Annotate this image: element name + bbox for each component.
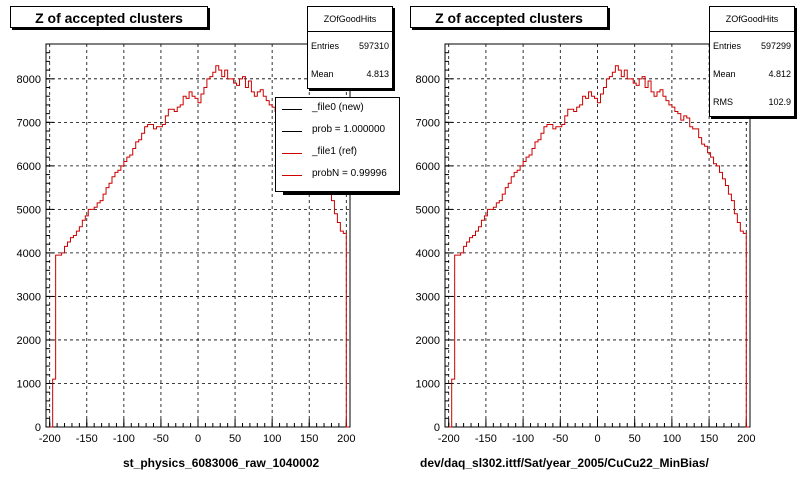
stats-row-entries: Entries 597299 — [710, 32, 794, 60]
x-tick-label: 50 — [629, 433, 641, 445]
x-axis-label: st_physics_6083006_raw_1040002 — [123, 456, 320, 470]
plot-title: Z of accepted clusters — [10, 6, 208, 28]
stats-label: Entries — [713, 41, 742, 51]
y-tick-label: 3000 — [17, 291, 41, 303]
legend-swatch — [282, 109, 302, 110]
stats-row-mean: Mean 4.813 — [308, 60, 392, 88]
x-tick-label: 200 — [337, 433, 355, 445]
stats-row-entries: Entries 597310 — [308, 32, 392, 60]
stats-row-mean: Mean 4.812 — [710, 60, 794, 88]
stats-value: 102.9 — [768, 97, 791, 107]
y-tick-label: 5000 — [416, 204, 440, 216]
legend-swatch — [282, 175, 302, 176]
y-tick-label: 5000 — [17, 204, 41, 216]
x-tick-label: 100 — [263, 433, 281, 445]
legend-label: probN = 0.99996 — [312, 168, 387, 179]
stats-label: Entries — [311, 41, 340, 51]
legend-label: _file1 (ref) — [312, 146, 358, 157]
stats-label: RMS — [713, 97, 733, 107]
x-tick-label: 0 — [195, 433, 201, 445]
legend-swatch — [282, 153, 302, 154]
x-tick-label: 50 — [229, 433, 241, 445]
stats-box: ZOfGoodHits Entries 597299 Mean 4.812 RM… — [709, 6, 795, 117]
stats-value: 4.812 — [768, 69, 791, 79]
y-tick-label: 4000 — [17, 248, 41, 260]
x-tick-label: -150 — [475, 433, 497, 445]
x-tick-label: -100 — [512, 433, 534, 445]
x-tick-label: -200 — [39, 433, 61, 445]
x-tick-label: 0 — [594, 433, 600, 445]
y-tick-label: 1000 — [17, 378, 41, 390]
y-tick-label: 0 — [35, 422, 41, 434]
stats-name: ZOfGoodHits — [710, 7, 794, 32]
y-tick-label: 6000 — [17, 161, 41, 173]
legend-shadow — [283, 191, 400, 195]
legend-entry: _file1 (ref) — [276, 142, 399, 164]
x-tick-label: -50 — [552, 433, 568, 445]
legend-entry: prob = 1.000000 — [276, 120, 399, 142]
stats-box: ZOfGoodHits Entries 597310 Mean 4.813 — [307, 6, 393, 89]
x-tick-label: -200 — [438, 433, 460, 445]
legend-swatch — [282, 131, 302, 132]
y-tick-label: 8000 — [416, 74, 440, 86]
y-tick-label: 6000 — [416, 161, 440, 173]
x-tick-label: 100 — [663, 433, 681, 445]
x-tick-label: 200 — [737, 433, 755, 445]
y-tick-label: 3000 — [416, 291, 440, 303]
x-tick-label: -100 — [113, 433, 135, 445]
histogram-plot-right: -200 -150 -100 -50 0 50 100 150 2000100020003000… — [416, 43, 755, 445]
y-tick-label: 4000 — [416, 248, 440, 260]
y-tick-label: 2000 — [416, 335, 440, 347]
y-tick-label: 2000 — [17, 335, 41, 347]
y-tick-label: 7000 — [17, 117, 41, 129]
x-tick-label: 150 — [300, 433, 318, 445]
histogram-panel-left: -200 -150 -100 -50 0 50 100 150 200 0 1000 2000 3000… — [10, 6, 400, 470]
histogram-series-line — [448, 65, 750, 428]
stats-value: 597299 — [760, 41, 791, 51]
stats-row-rms: RMS 102.9 — [710, 88, 794, 116]
stats-label: Mean — [311, 69, 334, 79]
stats-name: ZOfGoodHits — [308, 7, 392, 32]
stats-value: 4.813 — [366, 69, 389, 79]
x-tick-label: -150 — [76, 433, 98, 445]
x-tick-label: 150 — [700, 433, 718, 445]
legend-label: prob = 1.000000 — [312, 124, 386, 135]
legend-entry: _file0 (new) — [276, 98, 399, 120]
y-tick-label: 8000 — [17, 74, 41, 86]
legend-label: _file0 (new) — [312, 102, 364, 113]
histogram-panel-right: -200 -150 -100 -50 0 50 100 150 200 0 1000 2000 3000… — [400, 0, 800, 480]
y-tick-label: 1000 — [416, 378, 440, 390]
x-tick-label: -50 — [153, 433, 169, 445]
legend: _file0 (new) prob = 1.000000 _file1 (ref… — [275, 97, 400, 192]
stats-label: Mean — [713, 69, 736, 79]
plot-title: Z of accepted clusters — [410, 6, 608, 28]
x-axis-label: dev/daq_sl302.ittf/Sat/year_2005/CuCu22_… — [420, 456, 709, 470]
stats-value: 597310 — [358, 41, 389, 51]
y-tick-label: 0 — [434, 422, 440, 434]
y-tick-label: 7000 — [416, 117, 440, 129]
legend-entry: probN = 0.99996 — [276, 164, 399, 186]
